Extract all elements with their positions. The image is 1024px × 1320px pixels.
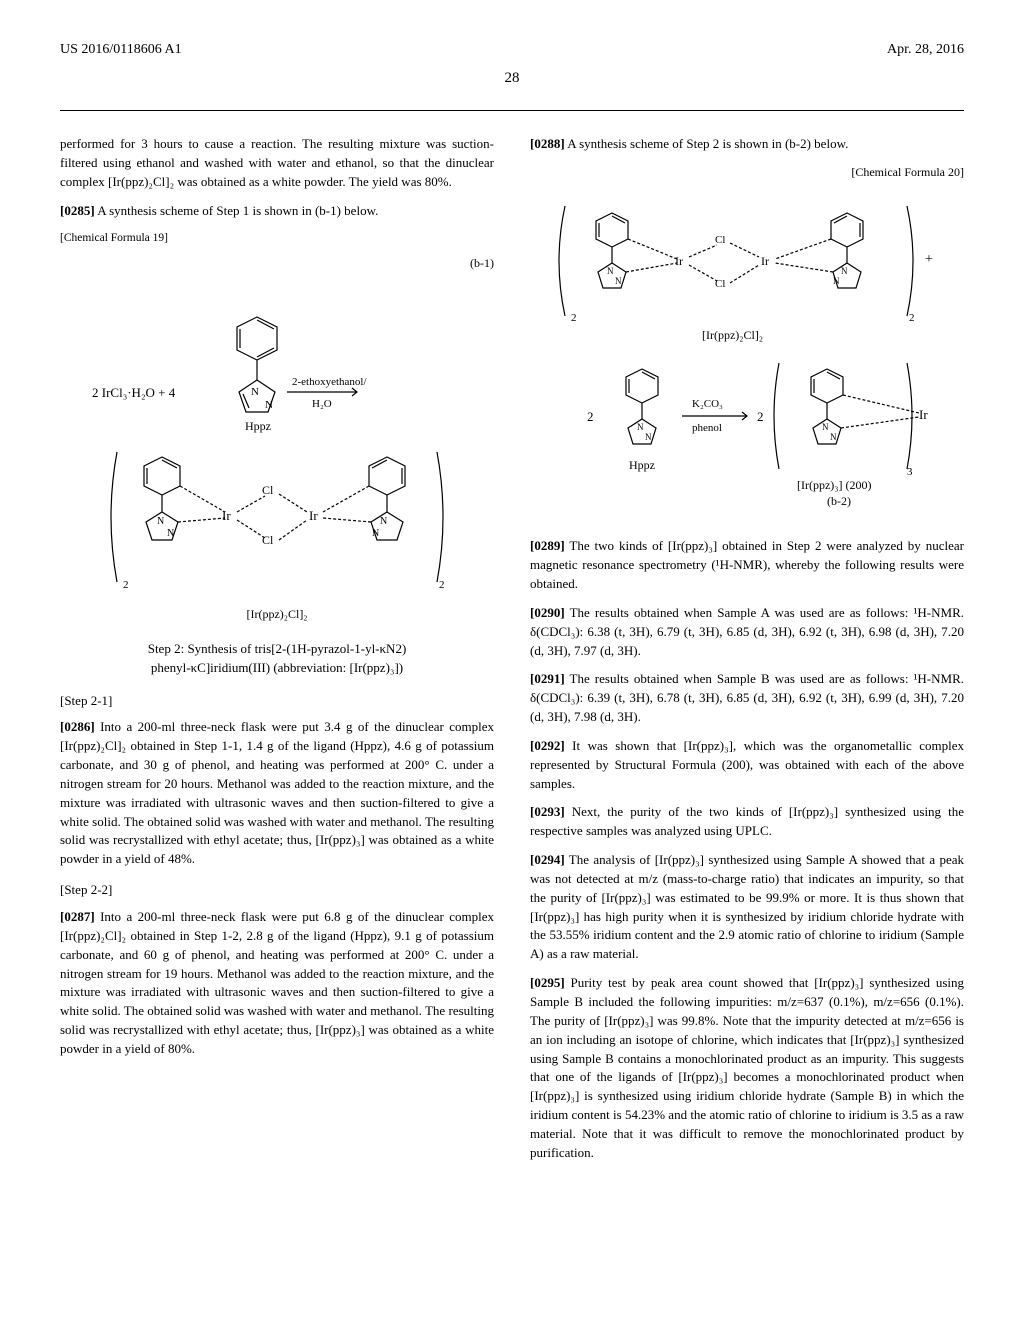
svg-text:N: N: [830, 432, 837, 442]
para-num: [0294]: [530, 852, 565, 867]
para-0285: [0285] A synthesis scheme of Step 1 is s…: [60, 202, 494, 221]
para-num: [0289]: [530, 538, 565, 553]
formula19-text-arrow1: 2-ethoxyethanol/: [292, 376, 367, 388]
para-num: [0295]: [530, 975, 565, 990]
svg-text:3: 3: [907, 466, 913, 478]
chem-formula-20: 2 2 + N N Ir Cl Cl: [530, 191, 964, 521]
svg-text:N: N: [637, 422, 644, 432]
svg-text:Ir: Ir: [309, 508, 318, 523]
para-text: The analysis of [Ir(ppz)₃] synthesized u…: [530, 852, 964, 961]
para-0288: [0288] A synthesis scheme of Step 2 is s…: [530, 135, 964, 154]
header-divider: [60, 110, 964, 111]
para-text: The two kinds of [Ir(ppz)₃] obtained in …: [530, 538, 964, 591]
para-text: The results obtained when Sample B was u…: [530, 671, 964, 724]
svg-text:+: +: [925, 252, 933, 267]
chem-formula-20-svg: 2 2 + N N Ir Cl Cl: [547, 191, 947, 521]
formula20-hppz: Hppz: [629, 458, 655, 472]
para-0290: [0290] The results obtained when Sample …: [530, 604, 964, 661]
formula20-tag: (b-2): [827, 494, 851, 508]
para-0295: [0295] Purity test by peak area count sh…: [530, 974, 964, 1162]
para-0289: [0289] The two kinds of [Ir(ppz)₃] obtai…: [530, 537, 964, 594]
svg-text:N: N: [645, 432, 652, 442]
chem-formula-19: 2 IrCl₃·H₂O + 4 N N 2: [60, 282, 494, 623]
para-num: [0285]: [60, 203, 95, 218]
svg-text:N: N: [265, 399, 273, 411]
para-text: Into a 200-ml three-neck flask were put …: [60, 909, 494, 1056]
svg-text:Ir: Ir: [675, 254, 683, 268]
step-2-1-label: [Step 2-1]: [60, 692, 494, 711]
svg-text:Cl: Cl: [715, 234, 725, 246]
chem-formula-19-label: [Chemical Formula 19]: [60, 230, 494, 247]
svg-text:2: 2: [123, 579, 129, 591]
para-0287: [0287] Into a 200-ml three-neck flask we…: [60, 908, 494, 1059]
svg-text:Cl: Cl: [262, 483, 274, 497]
svg-text:Cl: Cl: [262, 533, 274, 547]
para-text: A synthesis scheme of Step 1 is shown in…: [95, 203, 379, 218]
para-num: [0292]: [530, 738, 565, 753]
svg-text:N: N: [157, 516, 164, 527]
para-text: A synthesis scheme of Step 2 is shown in…: [565, 136, 849, 151]
svg-text:N: N: [833, 276, 840, 286]
para-0291: [0291] The results obtained when Sample …: [530, 670, 964, 727]
formula19-text-arrow2: H₂O: [312, 398, 332, 410]
svg-text:2: 2: [439, 579, 445, 591]
step2-heading-l2: phenyl-κC]iridium(III) (abbreviation: [I…: [151, 660, 403, 675]
svg-text:N: N: [251, 386, 259, 398]
para-num: [0290]: [530, 605, 565, 620]
svg-text:2: 2: [587, 409, 594, 424]
para-0284-cont: performed for 3 hours to cause a reactio…: [60, 135, 494, 192]
step2-heading-l1: Step 2: Synthesis of tris[2-(1H-pyrazol-…: [148, 641, 407, 656]
formula20-top-caption: [Ir(ppz)₂Cl]₂: [702, 328, 763, 342]
svg-text:Ir: Ir: [761, 254, 769, 268]
para-num: [0293]: [530, 804, 565, 819]
para-0286: [0286] Into a 200-ml three-neck flask we…: [60, 718, 494, 869]
svg-text:Cl: Cl: [715, 278, 725, 290]
para-0293: [0293] Next, the purity of the two kinds…: [530, 803, 964, 841]
chem-formula-19-svg: 2 IrCl₃·H₂O + 4 N N 2: [87, 282, 467, 602]
para-text: The results obtained when Sample A was u…: [530, 605, 964, 658]
svg-text:2: 2: [909, 312, 915, 324]
right-column: [0288] A synthesis scheme of Step 2 is s…: [530, 135, 964, 1173]
step-2-2-label: [Step 2-2]: [60, 881, 494, 900]
svg-text:N: N: [167, 528, 174, 539]
para-0294: [0294] The analysis of [Ir(ppz)₃] synthe…: [530, 851, 964, 964]
para-num: [0287]: [60, 909, 95, 924]
patent-date: Apr. 28, 2016: [887, 40, 964, 60]
page-header: US 2016/0118606 A1 Apr. 28, 2016: [60, 40, 964, 60]
svg-text:N: N: [380, 516, 387, 527]
svg-text:N: N: [607, 266, 614, 276]
svg-text:2: 2: [757, 409, 764, 424]
svg-text:N: N: [822, 422, 829, 432]
para-text: Purity test by peak area count showed th…: [530, 975, 964, 1160]
para-num: [0291]: [530, 671, 565, 686]
formula19-tag: (b-1): [60, 255, 494, 272]
formula19-caption: [Ir(ppz)₂Cl]₂: [246, 606, 307, 623]
formula19-hppz-label: Hppz: [245, 419, 271, 433]
para-num: [0288]: [530, 136, 565, 151]
formula20-prod: [Ir(ppz)₃] (200): [797, 478, 871, 492]
svg-text:Ir: Ir: [222, 508, 231, 523]
svg-text:N: N: [841, 266, 848, 276]
svg-text:Ir: Ir: [919, 407, 928, 422]
svg-text:2: 2: [571, 312, 577, 324]
formula20-k2co3: K₂CO₃: [692, 398, 723, 410]
chem-formula-20-label: [Chemical Formula 20]: [530, 164, 964, 181]
two-column-layout: performed for 3 hours to cause a reactio…: [60, 135, 964, 1173]
formula20-phenol: phenol: [692, 422, 722, 434]
svg-text:N: N: [615, 276, 622, 286]
page-number: 28: [60, 68, 964, 90]
svg-text:N: N: [372, 528, 379, 539]
para-text: It was shown that [Ir(ppz)₃], which was …: [530, 738, 964, 791]
para-0292: [0292] It was shown that [Ir(ppz)₃], whi…: [530, 737, 964, 794]
left-column: performed for 3 hours to cause a reactio…: [60, 135, 494, 1173]
para-text: Next, the purity of the two kinds of [Ir…: [530, 804, 964, 838]
patent-number: US 2016/0118606 A1: [60, 40, 182, 60]
para-text: Into a 200-ml three-neck flask were put …: [60, 719, 494, 866]
para-num: [0286]: [60, 719, 95, 734]
step2-heading: Step 2: Synthesis of tris[2-(1H-pyrazol-…: [60, 640, 494, 678]
formula19-text-left: 2 IrCl₃·H₂O + 4: [92, 385, 176, 400]
